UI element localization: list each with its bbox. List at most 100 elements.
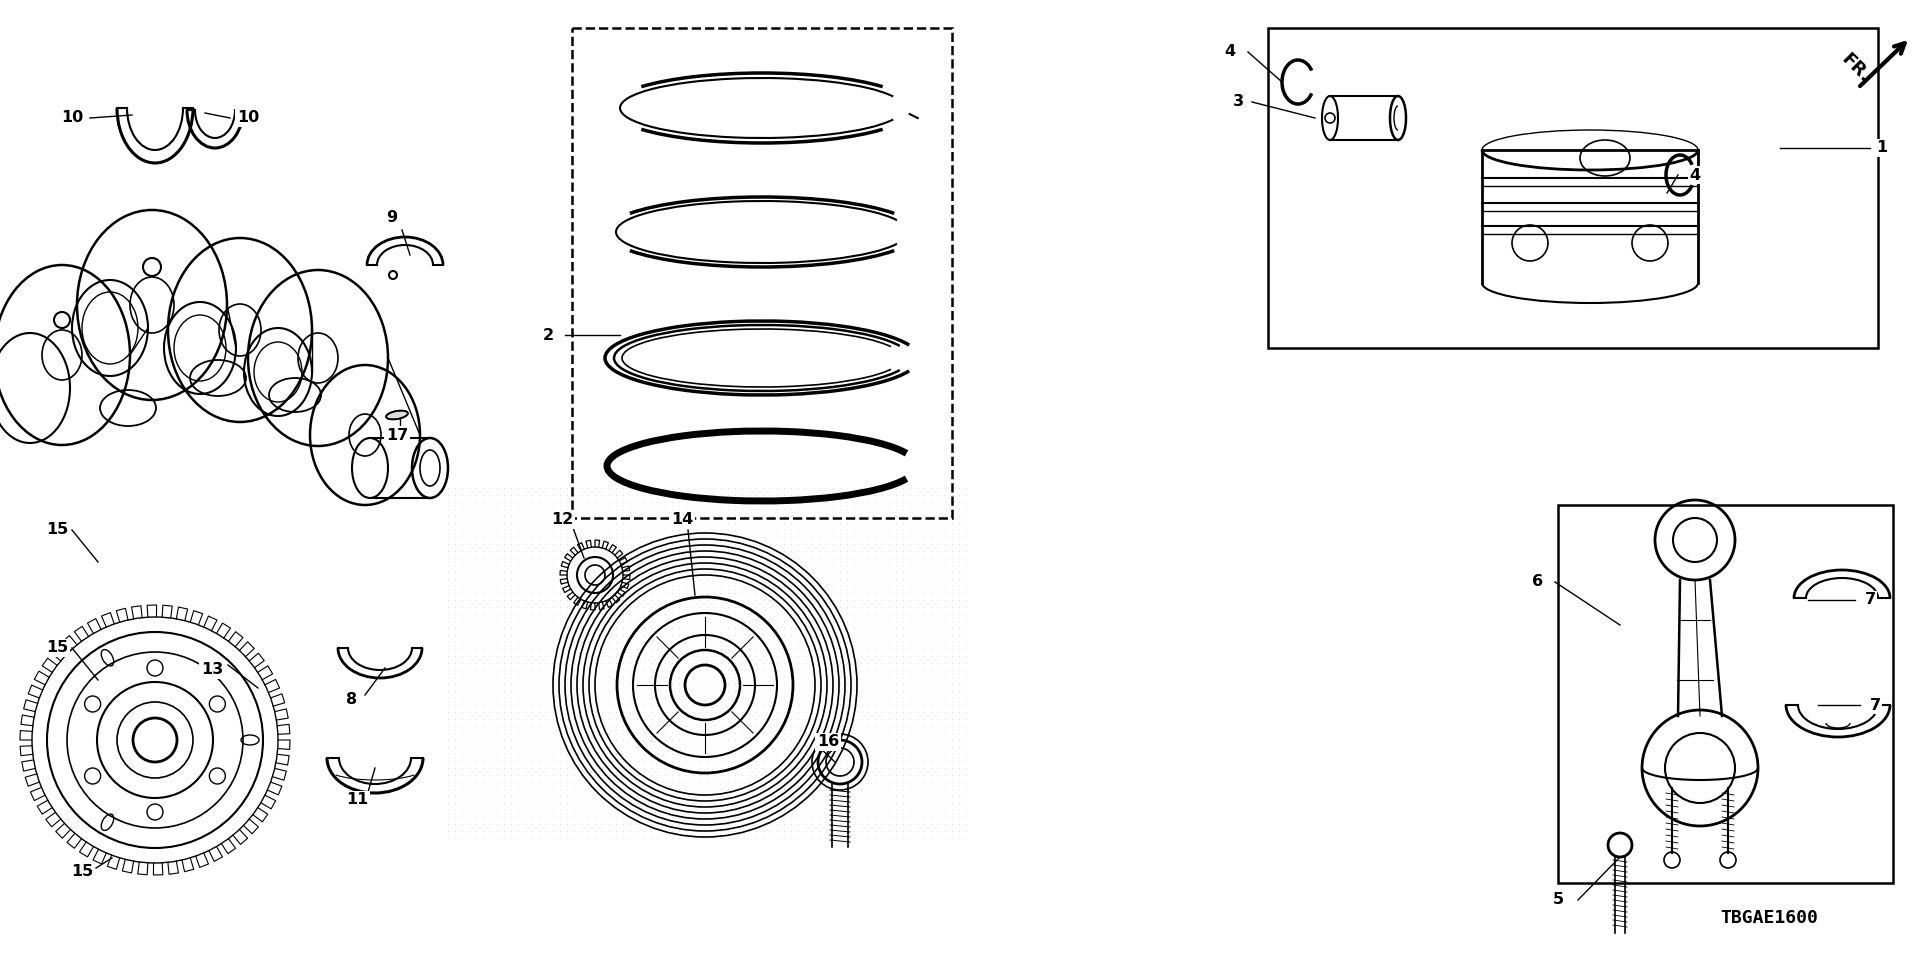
Point [440,746,470,761]
Point [614,803,645,818]
Point [726,760,756,776]
Point [461,711,492,727]
Point [726,578,756,593]
Point [440,494,470,510]
Point [503,711,534,727]
Point [664,522,695,538]
Point [649,516,680,531]
Point [678,607,708,622]
Point [607,711,637,727]
Point [733,746,764,761]
Point [628,516,659,531]
Point [929,550,960,565]
Point [657,775,687,790]
Point [468,669,499,684]
Point [495,564,526,580]
Point [607,599,637,614]
Point [866,620,897,636]
Point [768,711,799,727]
Text: 17: 17 [386,427,409,443]
Point [678,739,708,755]
Point [916,746,947,761]
Point [664,746,695,761]
Point [503,494,534,510]
Point [509,656,540,671]
Point [447,781,478,797]
Point [649,760,680,776]
Point [699,627,730,642]
Point [860,586,891,601]
Point [440,648,470,663]
Point [720,613,751,629]
Point [649,599,680,614]
Point [685,641,716,657]
Point [678,690,708,706]
Point [797,558,828,573]
Point [516,767,547,782]
Point [707,529,737,544]
Point [866,690,897,706]
Point [588,746,618,761]
Point [712,676,743,691]
Point [432,564,463,580]
Point [699,669,730,684]
Point [768,669,799,684]
Point [908,613,939,629]
Point [712,816,743,831]
Point [685,788,716,804]
Point [524,830,555,846]
Point [826,537,856,552]
Point [929,718,960,733]
Point [468,781,499,797]
Point [929,522,960,538]
Point [881,816,912,831]
Point [943,571,973,587]
Point [797,732,828,748]
Point [810,781,841,797]
Point [826,690,856,706]
Point [588,641,618,657]
Point [929,760,960,776]
Point [804,775,835,790]
Point [699,690,730,706]
Point [924,816,954,831]
Point [707,711,737,727]
Point [566,480,597,495]
Point [461,550,492,565]
Point [908,669,939,684]
Point [524,599,555,614]
Point [943,803,973,818]
Point [845,781,876,797]
Point [516,824,547,839]
Point [712,718,743,733]
Point [636,809,666,825]
Point [474,578,505,593]
Point [649,718,680,733]
Point [636,627,666,642]
Point [943,488,973,503]
Point [551,795,582,810]
Point [607,754,637,769]
Point [783,522,814,538]
Point [755,760,785,776]
Point [707,697,737,712]
Point [670,746,701,761]
Point [895,558,925,573]
Point [902,662,933,678]
Point [607,578,637,593]
Point [741,480,772,495]
Point [804,816,835,831]
Point [495,522,526,538]
Point [601,635,632,650]
Point [643,550,674,565]
Point [810,816,841,831]
Point [628,669,659,684]
Point [572,648,603,663]
Point [432,788,463,804]
Point [461,732,492,748]
Point [678,697,708,712]
Point [607,516,637,531]
Point [664,494,695,510]
Point [789,488,820,503]
Point [691,656,722,671]
